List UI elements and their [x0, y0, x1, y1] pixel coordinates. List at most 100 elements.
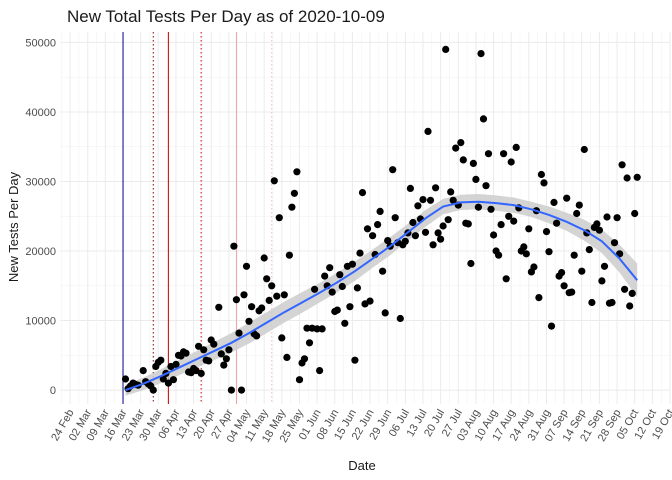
data-point: [429, 241, 437, 249]
data-point: [464, 220, 472, 228]
trend-line: [125, 200, 638, 392]
data-point: [268, 282, 276, 290]
data-point: [258, 304, 266, 312]
data-point: [598, 277, 606, 285]
data-point: [487, 205, 495, 213]
data-point: [200, 346, 208, 354]
data-point: [248, 303, 256, 311]
data-point: [346, 303, 354, 311]
data-point: [497, 221, 505, 229]
data-point: [522, 250, 530, 258]
data-point: [547, 322, 556, 330]
data-point: [621, 285, 629, 293]
data-point: [225, 346, 233, 354]
data-point: [283, 353, 291, 361]
data-point: [305, 339, 314, 347]
trend-line-path: [125, 200, 638, 392]
data-point: [232, 296, 240, 304]
data-point: [467, 259, 475, 268]
data-point: [275, 214, 283, 222]
data-point: [149, 386, 157, 394]
data-point: [369, 232, 377, 240]
data-point: [240, 291, 248, 299]
data-point: [409, 218, 417, 227]
data-point: [457, 139, 465, 147]
data-point: [338, 282, 346, 291]
data-point: [391, 214, 399, 222]
data-point: [588, 298, 596, 307]
data-point: [495, 251, 503, 259]
data-point: [525, 225, 533, 233]
data-point: [424, 127, 432, 135]
data-point: [316, 367, 324, 375]
data-point: [419, 196, 427, 204]
data-point: [447, 188, 455, 196]
data-point: [542, 228, 551, 236]
data-point: [469, 159, 477, 167]
data-point: [278, 334, 286, 342]
data-point: [623, 174, 631, 182]
y-tick-label: 50000: [25, 37, 56, 49]
data-point: [573, 209, 581, 218]
data-point: [437, 235, 445, 243]
data-point: [603, 213, 611, 221]
data-point: [321, 272, 329, 280]
data-point: [311, 285, 319, 293]
data-point: [280, 291, 288, 299]
data-point: [245, 317, 253, 325]
data-point: [366, 297, 374, 305]
data-point: [159, 375, 167, 383]
data-point: [502, 275, 510, 283]
data-point: [553, 219, 561, 227]
data-point: [341, 319, 349, 327]
y-tick-label: 40000: [25, 107, 56, 119]
data-point: [560, 282, 568, 290]
data-point: [414, 202, 422, 210]
data-point: [537, 170, 546, 179]
data-point: [227, 386, 235, 394]
y-tick-label: 10000: [25, 316, 56, 328]
data-point: [328, 288, 336, 296]
data-point: [384, 237, 392, 245]
data-point: [172, 360, 180, 368]
data-point: [575, 201, 583, 209]
data-point: [505, 212, 513, 220]
data-point: [303, 324, 311, 332]
data-point: [215, 303, 223, 311]
data-point: [631, 209, 639, 218]
data-point: [336, 271, 344, 279]
data-point: [326, 264, 334, 272]
data-point: [507, 158, 515, 166]
data-point: [550, 198, 558, 206]
data-point: [290, 189, 298, 197]
data-point: [411, 232, 419, 240]
data-point: [558, 269, 566, 277]
data-point: [459, 156, 467, 164]
data-point: [593, 220, 601, 228]
data-point: [580, 145, 588, 154]
data-point: [300, 355, 309, 363]
data-point: [242, 262, 251, 270]
data-point: [570, 251, 578, 259]
data-point: [613, 214, 621, 222]
data-point: [600, 262, 609, 270]
data-point: [618, 161, 626, 169]
data-point: [333, 306, 341, 314]
data-point: [230, 242, 238, 250]
y-tick-label: 20000: [25, 246, 56, 258]
data-point: [318, 325, 326, 333]
data-point: [217, 350, 225, 358]
y-tick-label: 30000: [25, 176, 56, 188]
data-point: [432, 184, 440, 192]
data-point: [270, 177, 278, 185]
data-point: [205, 357, 213, 365]
data-point: [379, 267, 387, 275]
data-point: [477, 50, 485, 58]
data-point: [313, 325, 321, 333]
data-point: [482, 182, 490, 190]
smooth-band: [125, 194, 638, 396]
data-point: [479, 115, 488, 123]
data-point: [439, 222, 447, 230]
data-point: [568, 288, 576, 296]
